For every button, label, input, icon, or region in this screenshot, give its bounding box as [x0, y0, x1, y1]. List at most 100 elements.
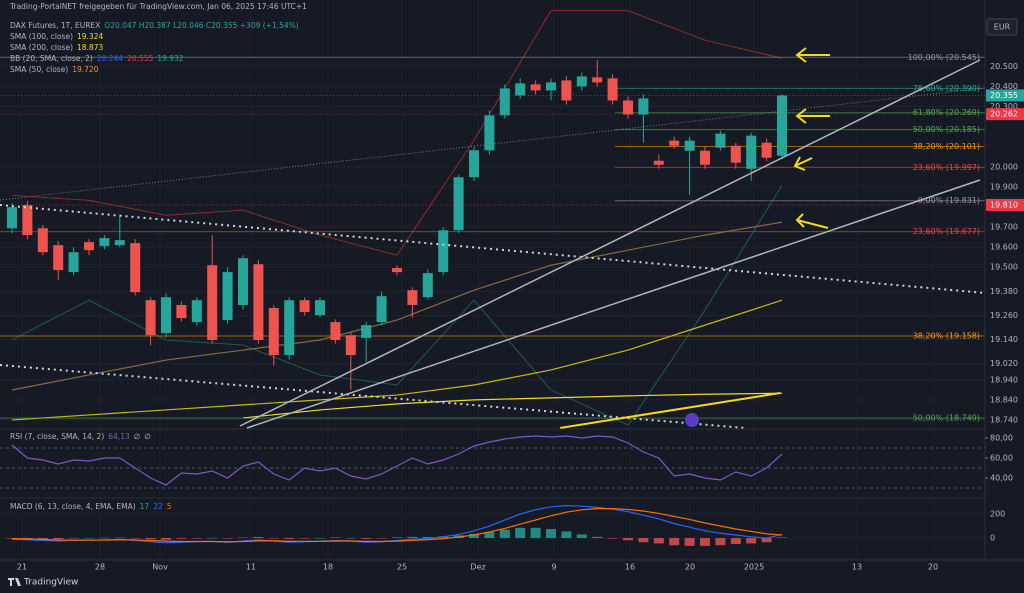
currency-button[interactable]	[986, 18, 1018, 36]
candle-body	[561, 80, 572, 101]
legend-value: 18.873	[77, 43, 104, 52]
candle-body	[376, 296, 387, 323]
candle-body	[68, 252, 79, 273]
arrows	[793, 47, 830, 229]
rsi-line	[11, 435, 783, 486]
x-tick-label: 28	[95, 563, 105, 572]
y-tick-label: 19.600	[990, 243, 1018, 252]
legend-value: 20.555	[127, 54, 154, 63]
macd-hist	[191, 538, 202, 539]
x-tick-label: 20	[928, 563, 938, 572]
rsi-tick-label: 80,00	[990, 434, 1013, 443]
share-text: Trading-PortalNET freigegeben für Tradin…	[10, 2, 307, 11]
arrow	[795, 108, 830, 124]
macd-hist	[99, 537, 110, 539]
plot: 100,00% (20.545) 78,60% (20.390) 61,80% (2…	[0, 0, 985, 560]
legend-line: SMA (200, close) 18.873	[10, 43, 107, 52]
trendline-yellow	[559, 392, 781, 429]
candle-body	[438, 230, 449, 273]
macd-hist	[638, 538, 649, 543]
candle-body	[392, 268, 402, 273]
macd-hist	[499, 529, 510, 539]
symbol-line: DAX Futures, 1T, EUREX O20.047 H20.387 L2…	[10, 21, 303, 30]
macd-hist	[715, 538, 726, 546]
fib-label: 78,60% (20.390)	[913, 84, 980, 93]
arrow	[795, 47, 830, 63]
fib-label: 50,00% (18.749)	[913, 414, 980, 423]
macd-hist	[777, 537, 787, 539]
macd-hist	[361, 538, 372, 539]
candle-body	[761, 142, 772, 158]
y-tick-label: 19.500	[990, 263, 1018, 272]
macd-tick-label: 0	[990, 534, 995, 543]
y-tick-label: 20.300	[990, 102, 1018, 111]
y-tick-label: 19.380	[990, 287, 1018, 296]
candle-body	[469, 150, 479, 178]
y-tick-label: 20.400	[990, 82, 1018, 91]
fib-label: 50,00% (20.185)	[913, 125, 980, 134]
legend-value: 19.720	[72, 65, 99, 74]
x-tick-label: 9	[551, 563, 556, 572]
fib-label: 0,00% (19.831)	[918, 196, 980, 205]
rsi-tick-label: 60,00	[990, 454, 1013, 463]
y-tick-label: 19.700	[990, 223, 1018, 232]
fib-label: 61,80% (20.269)	[913, 108, 980, 117]
macd-hist	[37, 538, 48, 539]
candle-body	[53, 245, 64, 271]
candle-body	[777, 95, 787, 156]
arrow	[795, 213, 829, 229]
macd-hist	[145, 538, 156, 540]
rsi-value: ∅	[144, 432, 151, 441]
brand: TradingView	[23, 578, 78, 588]
candle-body	[499, 88, 510, 116]
candle-body	[7, 207, 17, 229]
macd-hist	[268, 538, 279, 539]
bb-upper	[11, 10, 783, 256]
macd-hist	[7, 538, 17, 539]
candle-body	[715, 133, 726, 148]
y-tick-label: 18.940	[990, 375, 1018, 384]
fib-label: 38,20% (19.158)	[913, 331, 980, 340]
rsi-value: 64,13	[108, 432, 130, 441]
candle-body	[284, 300, 295, 356]
macd-hist	[546, 529, 556, 539]
legend-name: SMA (50, close)	[10, 65, 69, 74]
rsi-tick-label: 40,00	[990, 474, 1013, 483]
macd-value: 17	[139, 502, 150, 511]
candle-body	[37, 228, 48, 253]
y-tick-label: 20.500	[990, 62, 1018, 71]
legend-name: BB (20, SMA, close, 2)	[10, 54, 93, 63]
candle-body	[607, 78, 618, 101]
macd-hist	[161, 538, 171, 540]
legend-name: SMA (200, close)	[10, 43, 73, 52]
macd-hist	[607, 538, 618, 539]
macd-hist	[576, 534, 587, 539]
x-tick-label: 2025	[744, 563, 764, 572]
macd-hist	[68, 538, 79, 539]
trendline	[239, 59, 981, 427]
x-tick-label: 16	[625, 563, 635, 572]
arrow	[793, 156, 813, 171]
candle-body	[576, 76, 587, 87]
legend-value: 19.324	[77, 32, 104, 41]
y-tick-label: 18.840	[990, 395, 1018, 404]
candle-body	[222, 272, 233, 321]
macd-tick-label: 200	[990, 510, 1005, 519]
candle-body	[653, 160, 664, 165]
trendline-faint	[0, 87, 986, 201]
logo	[8, 578, 21, 586]
macd-hist	[700, 538, 710, 546]
ohlc: O20.047 H20.387 L20.046 C20.355 +309 (+1…	[104, 21, 299, 30]
rsi-legend: RSI (7, close, SMA, 14, 2) 64,13 ∅ ∅	[10, 432, 155, 441]
price-tag-label: 20.355	[990, 91, 1018, 100]
event-icon[interactable]	[685, 413, 699, 427]
legend-line: SMA (50, close) 19.720	[10, 65, 102, 74]
x-tick-label: 25	[397, 563, 407, 572]
macd-hist	[623, 538, 633, 541]
candle-body	[361, 325, 372, 338]
macd-legend: MACD (6, 13, close, 4, EMA, EMA) 17 22 5	[10, 502, 176, 511]
axis: 20.500 20.400 20.300 20.000 19.900 19.700 19.6…	[17, 62, 1024, 572]
candle-body	[623, 100, 633, 115]
sma-line	[11, 299, 783, 421]
